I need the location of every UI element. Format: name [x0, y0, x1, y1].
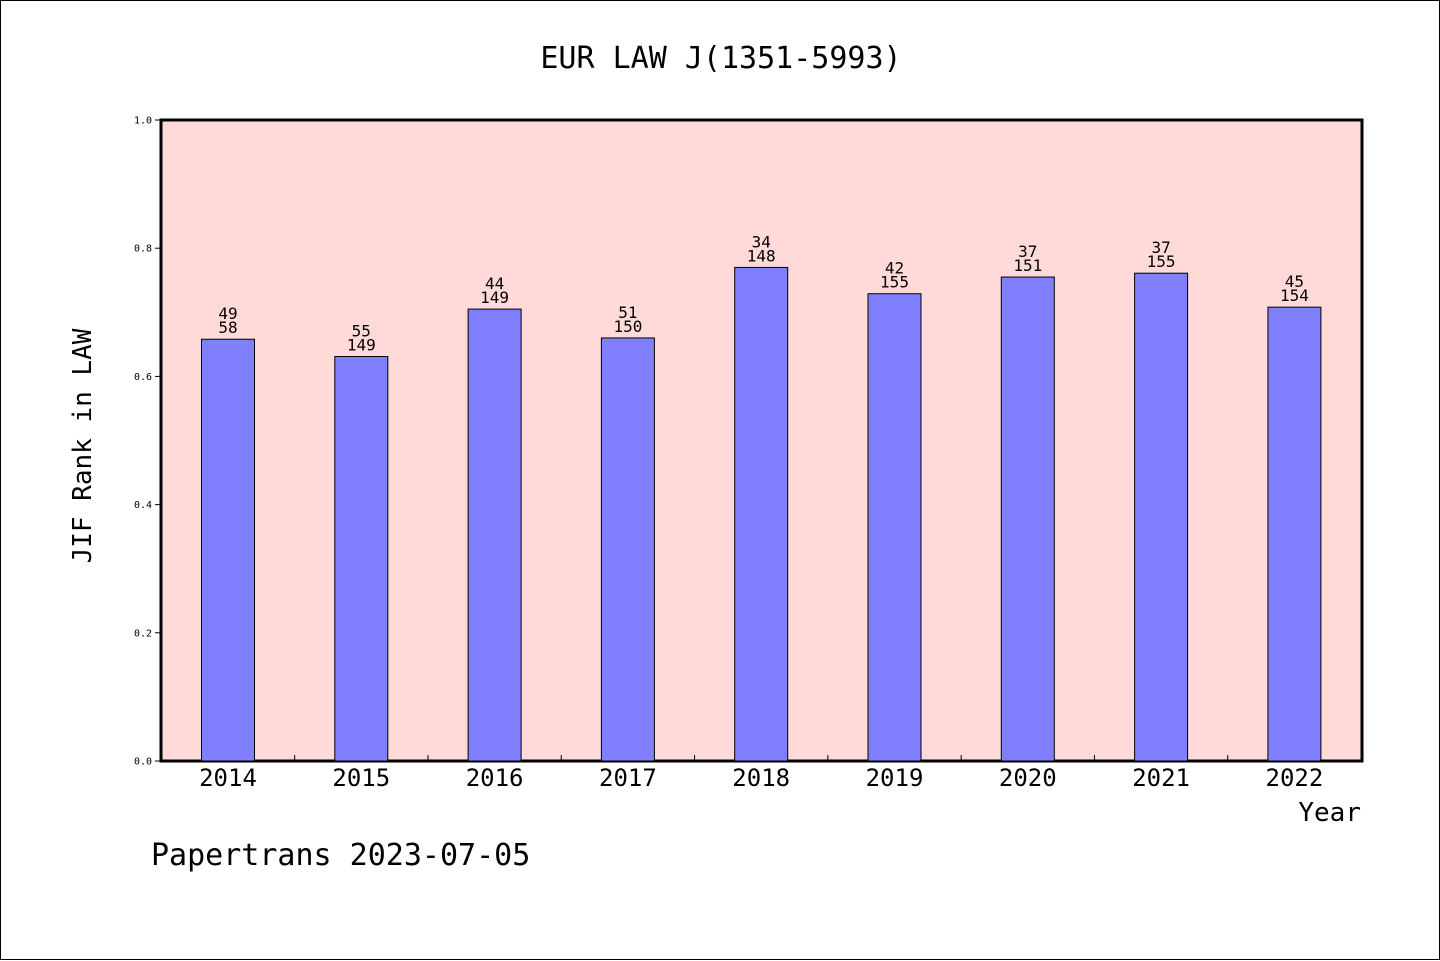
- y-tick-label: 1.0: [134, 116, 152, 127]
- bar: [467, 308, 522, 762]
- bar-total-label: 148: [747, 246, 776, 265]
- x-tick-label: 2020: [999, 764, 1057, 792]
- x-tick-label: 2018: [732, 764, 790, 792]
- chart-title: EUR LAW J(1351-5993): [540, 41, 901, 76]
- y-axis-title: JIF Rank in LAW: [68, 328, 98, 563]
- bar-total-label: 58: [218, 318, 237, 337]
- bar-rank-label: 42: [885, 259, 904, 278]
- x-axis: 2014 2015 2016 2017 2018 2019 2020 2021 2022: [199, 755, 1323, 792]
- bar-total-label: 155: [880, 273, 909, 292]
- bar-rank-label: 55: [352, 322, 371, 341]
- bar-rank-label: 44: [485, 274, 504, 293]
- bar-total-label: 151: [1013, 256, 1042, 275]
- bar: [201, 338, 255, 762]
- y-tick-label: 0.0: [134, 757, 152, 768]
- x-tick-label: 2016: [466, 764, 524, 792]
- bar-total-label: 155: [1147, 252, 1176, 271]
- bar-rank-label: 51: [618, 303, 637, 322]
- x-tick-label: 2015: [332, 764, 390, 792]
- y-tick-label: 0.4: [134, 500, 152, 511]
- x-axis-title: Year: [1298, 798, 1361, 828]
- x-tick-label: 2017: [599, 764, 657, 792]
- x-tick-label: 2019: [866, 764, 924, 792]
- bar-total-label: 150: [613, 317, 642, 336]
- bar-total-label: 149: [347, 336, 376, 355]
- bar: [1267, 306, 1322, 762]
- bar-total-label: 154: [1280, 286, 1309, 305]
- bar: [1000, 276, 1055, 762]
- y-tick-label: 0.6: [134, 372, 152, 383]
- bar-total-label: 149: [480, 288, 509, 307]
- bar-rank-label: 37: [1018, 242, 1037, 261]
- bar: [334, 356, 389, 762]
- y-axis: 0.0 0.2 0.4 0.6 0.8 1.0: [134, 116, 161, 768]
- x-tick-label: 2022: [1266, 764, 1324, 792]
- bar: [1134, 272, 1189, 762]
- bar: [734, 266, 789, 762]
- footer-text: Papertrans 2023-07-05: [151, 838, 530, 873]
- bar-rank-label: 49: [218, 304, 237, 323]
- bar: [867, 293, 922, 762]
- bar-rank-label: 37: [1151, 238, 1170, 257]
- x-tick-label: 2014: [199, 764, 257, 792]
- bar: [600, 337, 655, 762]
- bar-rank-label: 45: [1285, 272, 1304, 291]
- bar-rank-label: 34: [752, 232, 771, 251]
- y-tick-label: 0.8: [134, 244, 152, 255]
- y-tick-label: 0.2: [134, 628, 152, 639]
- x-tick-label: 2021: [1132, 764, 1190, 792]
